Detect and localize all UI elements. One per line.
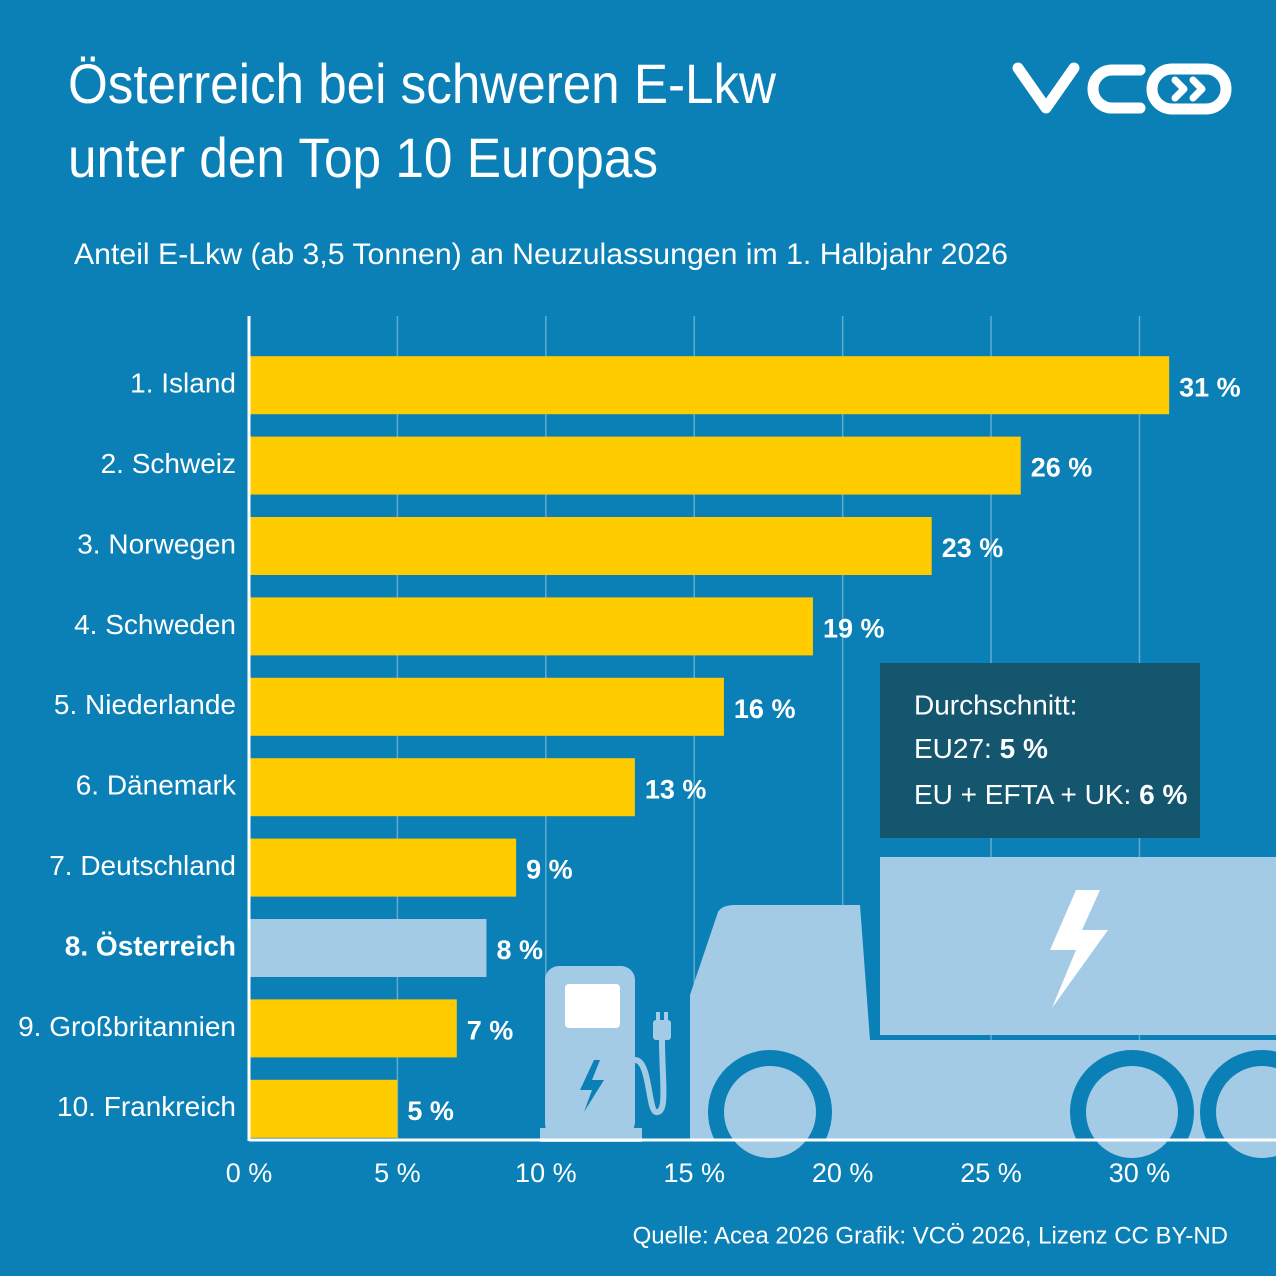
y-tick-label: 9. Großbritannien [18,1011,236,1042]
data-label: 19 % [823,614,885,644]
annotation-label: EU27: [914,733,992,764]
bar [249,838,517,897]
x-tick-label: 10 % [515,1158,577,1188]
annotation-value: 6 % [1139,779,1187,810]
x-tick-label: 5 % [374,1158,421,1188]
annotation-label: EU + EFTA + UK: 6 % [914,779,1187,810]
data-label: 9 % [526,855,573,885]
y-tick-label: 5. Niederlande [54,689,236,720]
chart-title: Österreich bei schweren E-Lkw [68,52,777,115]
data-label: 26 % [1031,453,1093,483]
data-label: 16 % [734,694,796,724]
y-tick-label: 1. Island [130,368,236,399]
y-tick-label: 7. Deutschland [49,850,236,881]
annotation-value: 5 % [1000,733,1048,764]
bar [249,919,487,977]
data-label: 8 % [496,935,543,965]
bar [249,1079,398,1138]
data-label: 13 % [645,774,707,804]
bar [249,758,635,817]
x-tick-label: 20 % [812,1158,874,1188]
data-label: 5 % [407,1096,454,1126]
bar [249,356,1170,415]
x-tick-label: 0 % [226,1158,273,1188]
y-tick-label: 4. Schweden [74,609,236,640]
annotation-title: Durchschnitt: [914,689,1077,720]
y-tick-label: 10. Frankreich [57,1091,236,1122]
x-tick-label: 15 % [663,1158,725,1188]
data-label: 31 % [1179,372,1241,402]
x-tick-label: 30 % [1109,1158,1171,1188]
bar [249,677,724,736]
data-label: 7 % [467,1016,514,1046]
chart-subtitle: Anteil E-Lkw (ab 3,5 Tonnen) an Neuzulas… [74,238,1008,271]
y-tick-label: 8. Österreich [65,930,236,961]
bar [249,597,813,656]
source: Quelle: Acea 2026 Grafik: VCÖ 2026, Lize… [633,1222,1228,1249]
data-label: 23 % [942,533,1004,563]
chart-title: unter den Top 10 Europas [68,126,658,189]
illustration [540,857,1276,1174]
logo [1012,62,1232,115]
x-tick-label: 25 % [960,1158,1022,1188]
annotation-box [880,663,1200,838]
bar [249,436,1021,495]
bar [249,999,457,1058]
annotation-label: EU27: 5 % [914,733,1048,764]
y-tick-label: 2. Schweiz [101,448,236,479]
annotation-label: EU + EFTA + UK: [914,779,1131,810]
bar [249,517,932,575]
y-tick-label: 3. Norwegen [77,528,236,559]
y-tick-label: 6. Dänemark [76,770,237,801]
